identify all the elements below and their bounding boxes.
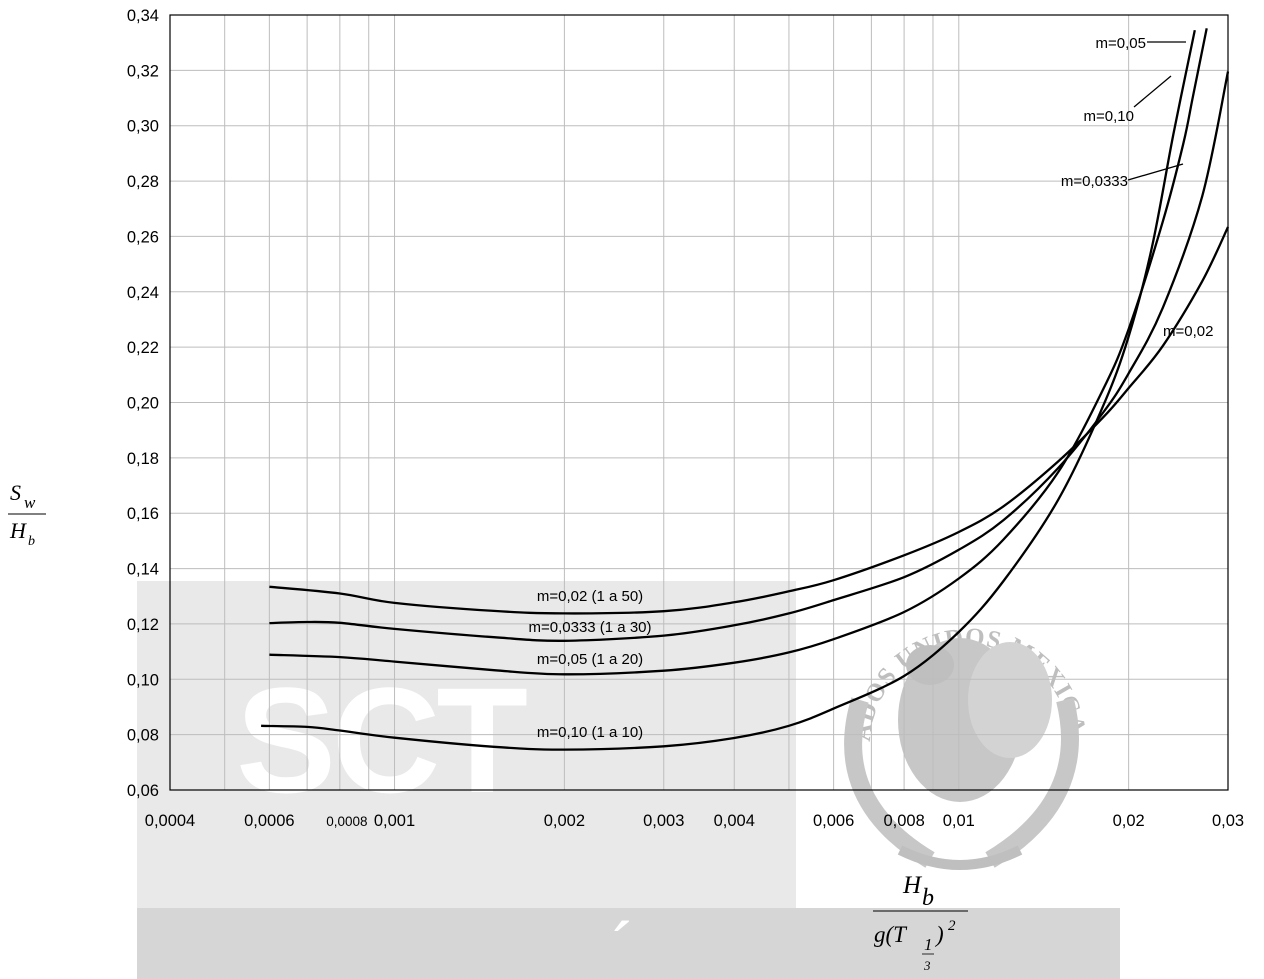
y-tick-label: 0,20: [127, 395, 159, 413]
y-tick-label: 0,26: [127, 228, 159, 246]
curve-label-top: m=0,05: [1096, 35, 1146, 52]
y-label-num-sub: w: [24, 493, 36, 512]
seal-eagle-head: [906, 645, 954, 685]
plot-frame: [169, 14, 1229, 791]
curve-m-0-02: [269, 226, 1230, 615]
y-tick-label: 0,34: [127, 7, 159, 25]
watermark-block-bottom: [137, 908, 1120, 979]
curve-label-bottom: m=0,02 (1 a 50): [537, 588, 643, 605]
curve-label-bottom: m=0,05 (1 a 20): [537, 651, 643, 668]
x-label-den-sub-num: 1: [924, 935, 933, 954]
x-label-den-prefix: g(T: [874, 922, 908, 947]
x-tick-labels: 0,0004 0,0006 0,0008 0,001 0,002 0,003 0,004 0,…: [145, 812, 1244, 830]
x-tick-label: 0,0008: [326, 814, 367, 829]
x-label-num-sub: b: [922, 885, 934, 911]
curves: [261, 28, 1230, 751]
x-label-den-sup: 2: [948, 918, 956, 934]
curve-m-0-05: [269, 28, 1208, 676]
curve-label-bottom: m=0,10 (1 a 10): [537, 724, 643, 741]
y-tick-labels: 0,06 0,08 0,10 0,12 0,14 0,16 0,18 0,20 0,22 0,24…: [127, 7, 159, 800]
curve-label-leader: [1133, 75, 1172, 108]
y-label-den-sub: b: [28, 534, 35, 549]
curve-label-bottom: m=0,0333 (1 a 30): [529, 619, 652, 636]
curve-labels: m=0,02 (1 a 50) m=0,0333 (1 a 30) m=0,05 (…: [529, 35, 1214, 741]
y-label-num: S: [10, 480, 21, 505]
y-tick-label: 0,10: [127, 671, 159, 689]
x-label-den-suffix: ): [934, 922, 944, 947]
curve-m-0-0333: [269, 71, 1230, 642]
x-tick-label: 0,02: [1113, 812, 1145, 830]
x-tick-label: 0,01: [943, 812, 975, 830]
y-label-den: H: [9, 518, 27, 543]
x-label-num: H: [902, 872, 923, 899]
x-tick-label: 0,001: [374, 812, 415, 830]
y-tick-label: 0,28: [127, 173, 159, 191]
y-tick-label: 0,16: [127, 505, 159, 523]
y-tick-label: 0,32: [127, 62, 159, 80]
seal-base: [897, 845, 1023, 870]
curve-label-top: m=0,02: [1163, 323, 1213, 340]
y-tick-label: 0,30: [127, 118, 159, 136]
x-tick-label: 0,0006: [244, 812, 294, 830]
y-tick-label: 0,06: [127, 782, 159, 800]
x-tick-label: 0,03: [1212, 812, 1244, 830]
seal-eagle-wing: [968, 642, 1052, 758]
y-axis-label: S w H b: [8, 480, 46, 549]
y-tick-label: 0,22: [127, 339, 159, 357]
x-label-den-sub-den: 3: [923, 958, 931, 973]
watermark-accent: ´: [612, 909, 635, 979]
x-tick-label: 0,003: [643, 812, 684, 830]
x-tick-label: 0,006: [813, 812, 854, 830]
y-tick-label: 0,12: [127, 616, 159, 634]
x-tick-label: 0,008: [883, 812, 924, 830]
y-tick-label: 0,14: [127, 561, 159, 579]
curve-label-top: m=0,0333: [1061, 173, 1128, 190]
y-tick-label: 0,24: [127, 284, 159, 302]
x-axis-label: H b g(T 1 3 ) 2: [873, 872, 968, 973]
curve-label-leader: [1127, 163, 1184, 181]
x-tick-label: 0,0004: [145, 812, 195, 830]
watermark-logo: SCT: [236, 656, 527, 824]
y-tick-label: 0,08: [127, 727, 159, 745]
x-tick-label: 0,004: [714, 812, 755, 830]
curve-m-0-10: [261, 29, 1196, 751]
y-tick-label: 0,18: [127, 450, 159, 468]
curve-label-top: m=0,10: [1084, 108, 1134, 125]
x-tick-label: 0,002: [544, 812, 585, 830]
